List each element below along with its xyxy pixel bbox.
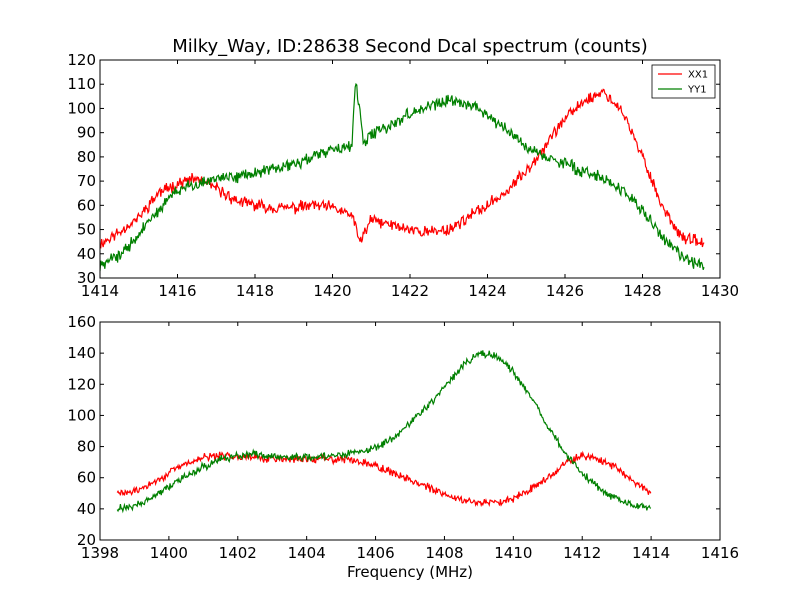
x-tick-label: 1408 bbox=[425, 544, 463, 562]
y-tick-label: 20 bbox=[77, 531, 96, 549]
series-line-xx1 bbox=[100, 88, 705, 249]
y-tick-label: 100 bbox=[67, 406, 96, 424]
y-tick-label: 160 bbox=[67, 313, 96, 331]
y-tick-label: 100 bbox=[67, 99, 96, 117]
y-tick-label: 120 bbox=[67, 51, 96, 69]
y-tick-label: 80 bbox=[77, 438, 96, 456]
x-tick-label: 1418 bbox=[236, 282, 274, 300]
y-tick-label: 40 bbox=[77, 500, 96, 518]
y-tick-label: 110 bbox=[67, 75, 96, 93]
chart-title: Milky_Way, ID:28638 Second Dcal spectrum… bbox=[172, 36, 648, 57]
y-tick-label: 120 bbox=[67, 375, 96, 393]
y-tick-label: 70 bbox=[77, 172, 96, 190]
x-tick-label: 1426 bbox=[546, 282, 584, 300]
x-tick-label: 1414 bbox=[632, 544, 670, 562]
x-axis-label: Frequency (MHz) bbox=[347, 563, 473, 581]
series-line-yy1 bbox=[100, 82, 705, 272]
x-tick-label: 1422 bbox=[391, 282, 429, 300]
x-tick-label: 1420 bbox=[313, 282, 351, 300]
y-tick-label: 60 bbox=[77, 469, 96, 487]
legend-label-yy1: YY1 bbox=[687, 85, 707, 96]
legend-box bbox=[651, 64, 716, 99]
y-tick-label: 80 bbox=[77, 148, 96, 166]
x-tick-label: 1424 bbox=[468, 282, 506, 300]
x-tick-label: 1402 bbox=[219, 544, 257, 562]
x-tick-label: 1400 bbox=[150, 544, 188, 562]
legend-label-xx1: XX1 bbox=[688, 70, 708, 81]
y-tick-label: 40 bbox=[77, 245, 96, 263]
series-line-yy1 bbox=[116, 350, 652, 514]
x-tick-label: 1428 bbox=[623, 282, 661, 300]
series-line-xx1 bbox=[116, 450, 652, 508]
plot-frame bbox=[99, 321, 721, 541]
chart-panel-2: 1398 1400 1402 1404 1406 1408 1410 1412 1414 1416… bbox=[67, 313, 739, 581]
y-tick-label: 30 bbox=[77, 269, 96, 287]
x-tick-label: 1398 bbox=[81, 544, 119, 562]
y-tick-label: 140 bbox=[67, 344, 96, 362]
x-tick-label: 1416 bbox=[158, 282, 196, 300]
y-tick-label: 50 bbox=[77, 221, 96, 239]
y-tick-label: 90 bbox=[77, 124, 96, 142]
x-tick-label: 1416 bbox=[701, 544, 739, 562]
x-tick-label: 1430 bbox=[701, 282, 739, 300]
x-tick-label: 1410 bbox=[494, 544, 532, 562]
x-tick-label: 1412 bbox=[563, 544, 601, 562]
plot-frame bbox=[99, 59, 721, 279]
x-tick-label: 1406 bbox=[356, 544, 394, 562]
x-tick-label: 1414 bbox=[81, 282, 119, 300]
y-tick-label: 60 bbox=[77, 196, 96, 214]
x-tick-label: 1404 bbox=[288, 544, 326, 562]
chart-panel-1: 1414 1416 1418 1420 1422 1424 1426 1428 1430 30 40… bbox=[67, 36, 739, 300]
